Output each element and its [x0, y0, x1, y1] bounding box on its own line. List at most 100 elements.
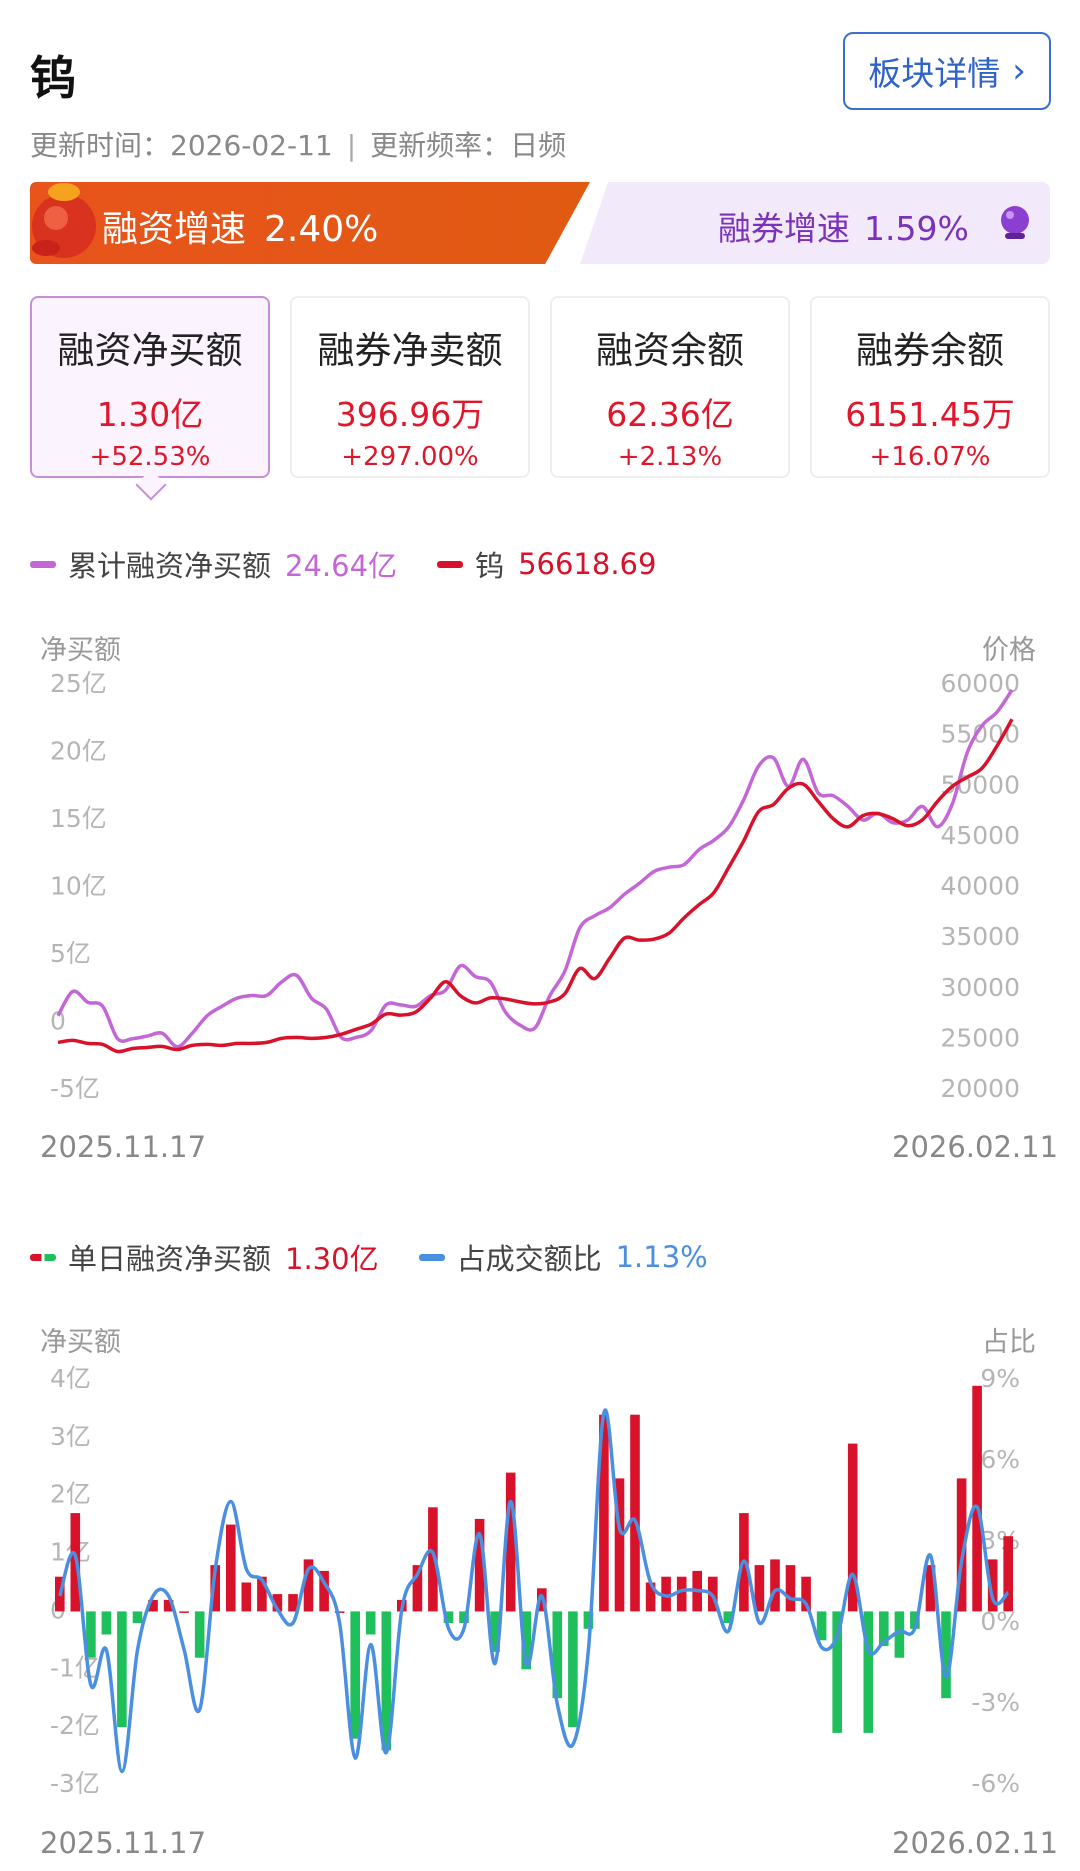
- daily-net-buy-bar: [847, 1443, 858, 1612]
- card-financing-net-buy[interactable]: 融资净买额 1.30亿 +52.53%: [30, 296, 270, 478]
- chart2-left-tick: 3亿: [50, 1422, 91, 1451]
- card-label: 融资净买额: [57, 329, 243, 372]
- daily-net-buy-bar: [505, 1472, 516, 1612]
- legend-value-daily: 1.30亿: [285, 1242, 379, 1276]
- daily-net-buy-bar: [365, 1611, 376, 1635]
- daily-net-buy-bar: [910, 1611, 920, 1629]
- daily-net-buy-bar: [163, 1599, 174, 1612]
- chart2-x-end: 2026.02.11: [892, 1826, 1059, 1860]
- card-change: +297.00%: [341, 442, 479, 472]
- card-label: 融券余额: [856, 329, 1004, 372]
- daily-net-buy-bar: [894, 1611, 905, 1658]
- chart2-left-tick: 1亿: [50, 1538, 91, 1567]
- legend-swatch-daily: [30, 1253, 56, 1261]
- daily-net-buy-chart[interactable]: 4亿3亿2亿1亿0-1亿-2亿-3亿9%6%3%0%-3%-6%: [0, 1360, 1080, 1810]
- daily-net-buy-bar: [832, 1611, 842, 1733]
- chart1-left-tick: 25亿: [50, 669, 107, 698]
- card-value: 1.30亿: [96, 395, 204, 434]
- sector-detail-label: 板块详情: [868, 54, 1001, 93]
- chart1-left-axis-name: 净买额: [40, 635, 121, 666]
- short-speed-banner: [580, 182, 1050, 264]
- legend-name-ratio: 占成交额比: [456, 1242, 602, 1276]
- daily-net-buy-bar: [925, 1565, 936, 1612]
- daily-net-buy-bar: [443, 1611, 454, 1623]
- short-speed-value: 1.59%: [864, 209, 969, 248]
- daily-net-buy-bar: [863, 1611, 874, 1733]
- chart1-right-tick: 60000: [940, 669, 1020, 698]
- short-speed: 融券增速 1.59%: [718, 202, 969, 250]
- daily-net-buy-bar: [568, 1611, 578, 1728]
- legend-swatch-ratio: [418, 1253, 445, 1261]
- chart2-right-axis-name: 占比: [982, 1327, 1036, 1358]
- daily-net-buy-bar: [645, 1582, 656, 1612]
- legend-name-cum: 累计融资净买额: [68, 549, 272, 583]
- card-label: 融资余额: [596, 329, 744, 372]
- cumulative-chart[interactable]: 25亿20亿15亿10亿5亿0-5亿6000055000500004500040…: [0, 665, 1080, 1125]
- daily-net-buy-bar: [303, 1559, 314, 1612]
- legend-swatch-cum: [30, 560, 56, 568]
- daily-net-buy-bar: [676, 1576, 687, 1612]
- sector-detail-button[interactable]: 板块详情 ›: [843, 32, 1051, 110]
- daily-net-buy-bar: [956, 1478, 967, 1612]
- chart2-right-tick: 3%: [980, 1526, 1020, 1555]
- daily-net-buy-bar: [630, 1414, 640, 1612]
- chart1-right-tick: 30000: [940, 973, 1020, 1002]
- daily-net-buy-bar: [241, 1582, 252, 1612]
- chart2-right-tick: 9%: [980, 1364, 1020, 1393]
- card-change: +16.07%: [869, 442, 991, 472]
- daily-net-buy-bar: [117, 1611, 127, 1728]
- daily-net-buy-bar: [754, 1565, 765, 1612]
- card-change: +52.53%: [89, 442, 211, 472]
- daily-net-buy-bar: [1003, 1536, 1013, 1612]
- chart1-left-tick: 15亿: [50, 804, 107, 833]
- chart1-x-start: 2025.11.17: [40, 1130, 207, 1164]
- card-value: 396.96万: [335, 395, 485, 434]
- chart1-left-tick: 0: [50, 1007, 66, 1036]
- daily-net-buy-bar: [459, 1611, 469, 1623]
- daily-net-buy-bar: [723, 1611, 734, 1623]
- chart1-left-tick: 10亿: [50, 872, 107, 901]
- financing-speed-label: 融资增速: [102, 209, 247, 250]
- chart1-legend: 累计融资净买额 24.64亿 钨 56618.69: [30, 543, 656, 585]
- chart2-right-tick: 0%: [980, 1607, 1020, 1636]
- card-financing-balance[interactable]: 融资余额 62.36亿 +2.13%: [550, 296, 790, 478]
- daily-net-buy-bar: [490, 1611, 500, 1652]
- card-short-balance[interactable]: 融券余额 6151.45万 +16.07%: [810, 296, 1050, 478]
- legend-swatch-price: [437, 560, 464, 568]
- chart2-left-tick: -1亿: [50, 1653, 100, 1682]
- daily-net-buy-bar: [381, 1611, 392, 1751]
- daily-net-buy-bar: [179, 1611, 189, 1613]
- daily-net-buy-bar: [194, 1611, 205, 1658]
- page-title: 钨: [30, 51, 76, 105]
- financing-speed: 融资增速 2.40%: [102, 200, 378, 252]
- crystal-ball-icon: [1001, 206, 1029, 239]
- chevron-right-icon: ›: [1012, 51, 1026, 91]
- daily-net-buy-bar: [412, 1565, 423, 1612]
- daily-net-buy-bar: [972, 1385, 982, 1612]
- daily-net-buy-bar: [816, 1611, 827, 1641]
- daily-net-buy-bar: [350, 1611, 360, 1739]
- chart1-right-tick: 55000: [940, 720, 1020, 749]
- card-change: +2.13%: [617, 442, 723, 472]
- daily-net-buy-bar: [521, 1611, 531, 1670]
- daily-net-buy-bar: [785, 1565, 796, 1612]
- legend-value-ratio: 1.13%: [615, 1240, 708, 1274]
- chart1-right-tick: 45000: [940, 821, 1020, 850]
- update-frequency: 更新频率：日频: [370, 129, 567, 162]
- card-value: 6151.45万: [845, 395, 1015, 434]
- daily-net-buy-bar: [661, 1576, 671, 1612]
- financing-speed-value: 2.40%: [264, 209, 379, 250]
- daily-net-buy-bar: [334, 1611, 345, 1613]
- daily-net-buy-bar: [614, 1478, 625, 1612]
- daily-net-buy-bar: [288, 1594, 298, 1612]
- chart2-right-tick: -3%: [971, 1688, 1020, 1717]
- chart2-left-tick: 4亿: [50, 1364, 91, 1393]
- chart1-right-tick: 25000: [940, 1023, 1020, 1052]
- chart1-left-tick: -5亿: [50, 1074, 100, 1103]
- daily-net-buy-bar: [272, 1594, 283, 1612]
- financing-speed-banner: [30, 182, 590, 264]
- chart1-right-tick: 35000: [940, 922, 1020, 951]
- chart2-right-tick: 6%: [980, 1445, 1020, 1474]
- card-short-net-sell[interactable]: 融券净卖额 396.96万 +297.00%: [290, 296, 530, 478]
- legend-value-price: 56618.69: [518, 547, 657, 581]
